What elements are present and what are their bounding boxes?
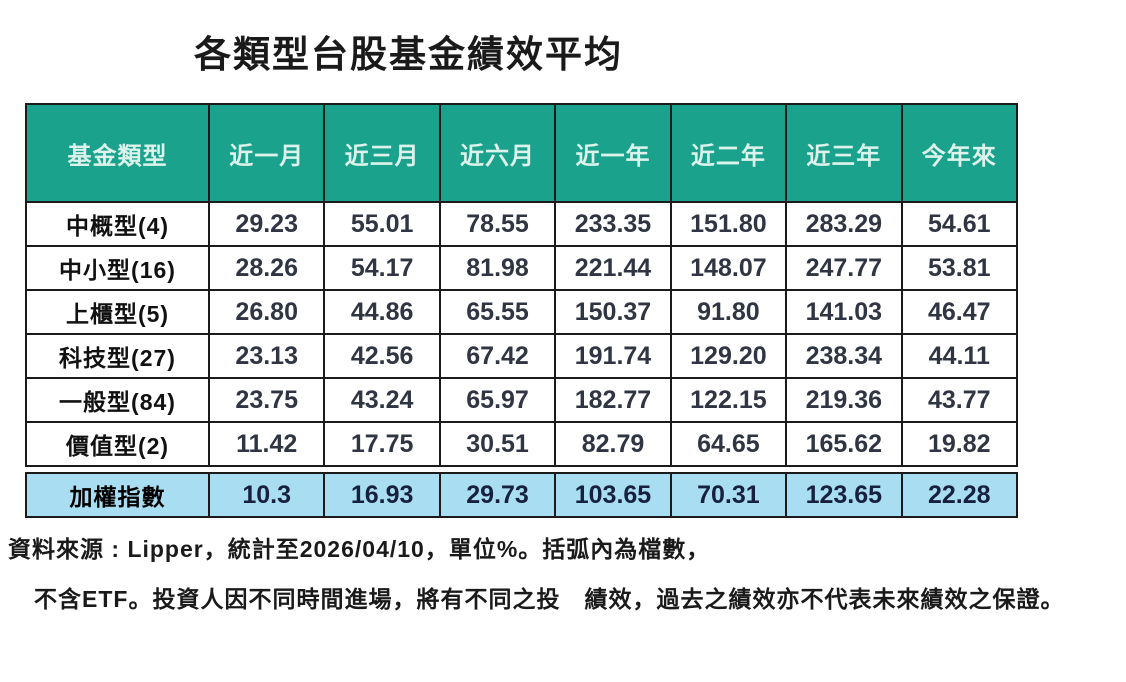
table-row-small-mid-cap: 中小型(16) 28.26 54.17 81.98 221.44 148.07 …	[25, 245, 1019, 291]
cell-value: 103.65	[554, 472, 672, 518]
cell-value: 29.73	[438, 472, 557, 518]
weighted-index-row-wrap: 加權指數 10.3 16.93 29.73 103.65 70.31 123.6…	[25, 472, 1019, 518]
cell-value: 283.29	[785, 201, 903, 247]
cell-value: 10.3	[207, 472, 326, 518]
cell-value: 22.28	[900, 472, 1019, 518]
cell-value: 65.55	[438, 289, 557, 335]
cell-value: 26.80	[207, 289, 326, 335]
row-label: 中小型(16)	[25, 245, 210, 291]
col-header-3m: 近三月	[323, 103, 441, 203]
cell-value: 91.80	[669, 289, 788, 335]
cell-value: 17.75	[323, 421, 441, 467]
cell-value: 23.13	[207, 333, 326, 379]
cell-value: 123.65	[785, 472, 903, 518]
cell-value: 53.81	[900, 245, 1019, 291]
fund-table-weighted-index: 加權指數 10.3 16.93 29.73 103.65 70.31 123.6…	[25, 472, 1019, 518]
table-row-china-concept: 中概型(4) 29.23 55.01 78.55 233.35 151.80 2…	[25, 201, 1019, 247]
table-row-value: 價值型(2) 11.42 17.75 30.51 82.79 64.65 165…	[25, 421, 1019, 467]
cell-value: 219.36	[785, 377, 903, 423]
cell-value: 182.77	[554, 377, 672, 423]
header-row: 基金類型 近一月 近三月 近六月 近一年 近二年 近三年 今年來	[25, 103, 1019, 203]
cell-value: 233.35	[554, 201, 672, 247]
row-label: 上櫃型(5)	[25, 289, 210, 335]
row-label: 加權指數	[25, 472, 210, 518]
col-header-3y: 近三年	[785, 103, 903, 203]
col-header-1m: 近一月	[207, 103, 326, 203]
cell-value: 70.31	[669, 472, 788, 518]
cell-value: 129.20	[669, 333, 788, 379]
cell-value: 221.44	[554, 245, 672, 291]
table-row-otc: 上櫃型(5) 26.80 44.86 65.55 150.37 91.80 14…	[25, 289, 1019, 335]
cell-value: 78.55	[438, 201, 557, 247]
cell-value: 122.15	[669, 377, 788, 423]
cell-value: 165.62	[785, 421, 903, 467]
col-header-ytd: 今年來	[900, 103, 1019, 203]
footnote-source-line: 資料來源 : Lipper，統計至2026/04/10，單位%。括弧內為檔數，	[8, 536, 711, 562]
cell-value: 148.07	[669, 245, 788, 291]
cell-value: 82.79	[554, 421, 672, 467]
footnote-disclaimer-line: 不含ETF。投資人因不同時間進場，將有不同之投 績效，過去之績效亦不代表未來績效…	[34, 586, 1065, 612]
cell-value: 55.01	[323, 201, 441, 247]
cell-value: 19.82	[900, 421, 1019, 467]
cell-value: 28.26	[207, 245, 326, 291]
col-header-fund-type: 基金類型	[25, 103, 210, 203]
table-row-technology: 科技型(27) 23.13 42.56 67.42 191.74 129.20 …	[25, 333, 1019, 379]
cell-value: 29.23	[207, 201, 326, 247]
cell-value: 30.51	[438, 421, 557, 467]
cell-value: 44.86	[323, 289, 441, 335]
cell-value: 11.42	[207, 421, 326, 467]
cell-value: 150.37	[554, 289, 672, 335]
cell-value: 81.98	[438, 245, 557, 291]
cell-value: 64.65	[669, 421, 788, 467]
cell-value: 247.77	[785, 245, 903, 291]
table-row-general: 一般型(84) 23.75 43.24 65.97 182.77 122.15 …	[25, 377, 1019, 423]
cell-value: 67.42	[438, 333, 557, 379]
cell-value: 43.77	[900, 377, 1019, 423]
cell-value: 151.80	[669, 201, 788, 247]
table-row-weighted-index: 加權指數 10.3 16.93 29.73 103.65 70.31 123.6…	[25, 472, 1019, 518]
cell-value: 65.97	[438, 377, 557, 423]
cell-value: 46.47	[900, 289, 1019, 335]
page-title: 各類型台股基金績效平均	[194, 34, 623, 75]
row-label: 一般型(84)	[25, 377, 210, 423]
cell-value: 44.11	[900, 333, 1019, 379]
fund-performance-table: 基金類型 近一月 近三月 近六月 近一年 近二年 近三年 今年來 中概型(4) …	[25, 103, 1019, 518]
col-header-2y: 近二年	[669, 103, 788, 203]
col-header-6m: 近六月	[438, 103, 557, 203]
cell-value: 141.03	[785, 289, 903, 335]
fund-table-main: 基金類型 近一月 近三月 近六月 近一年 近二年 近三年 今年來 中概型(4) …	[25, 103, 1019, 467]
row-label: 科技型(27)	[25, 333, 210, 379]
cell-value: 54.17	[323, 245, 441, 291]
cell-value: 43.24	[323, 377, 441, 423]
cell-value: 42.56	[323, 333, 441, 379]
cell-value: 23.75	[207, 377, 326, 423]
cell-value: 238.34	[785, 333, 903, 379]
row-label: 中概型(4)	[25, 201, 210, 247]
cell-value: 191.74	[554, 333, 672, 379]
row-label: 價值型(2)	[25, 421, 210, 467]
cell-value: 54.61	[900, 201, 1019, 247]
cell-value: 16.93	[323, 472, 441, 518]
col-header-1y: 近一年	[554, 103, 672, 203]
